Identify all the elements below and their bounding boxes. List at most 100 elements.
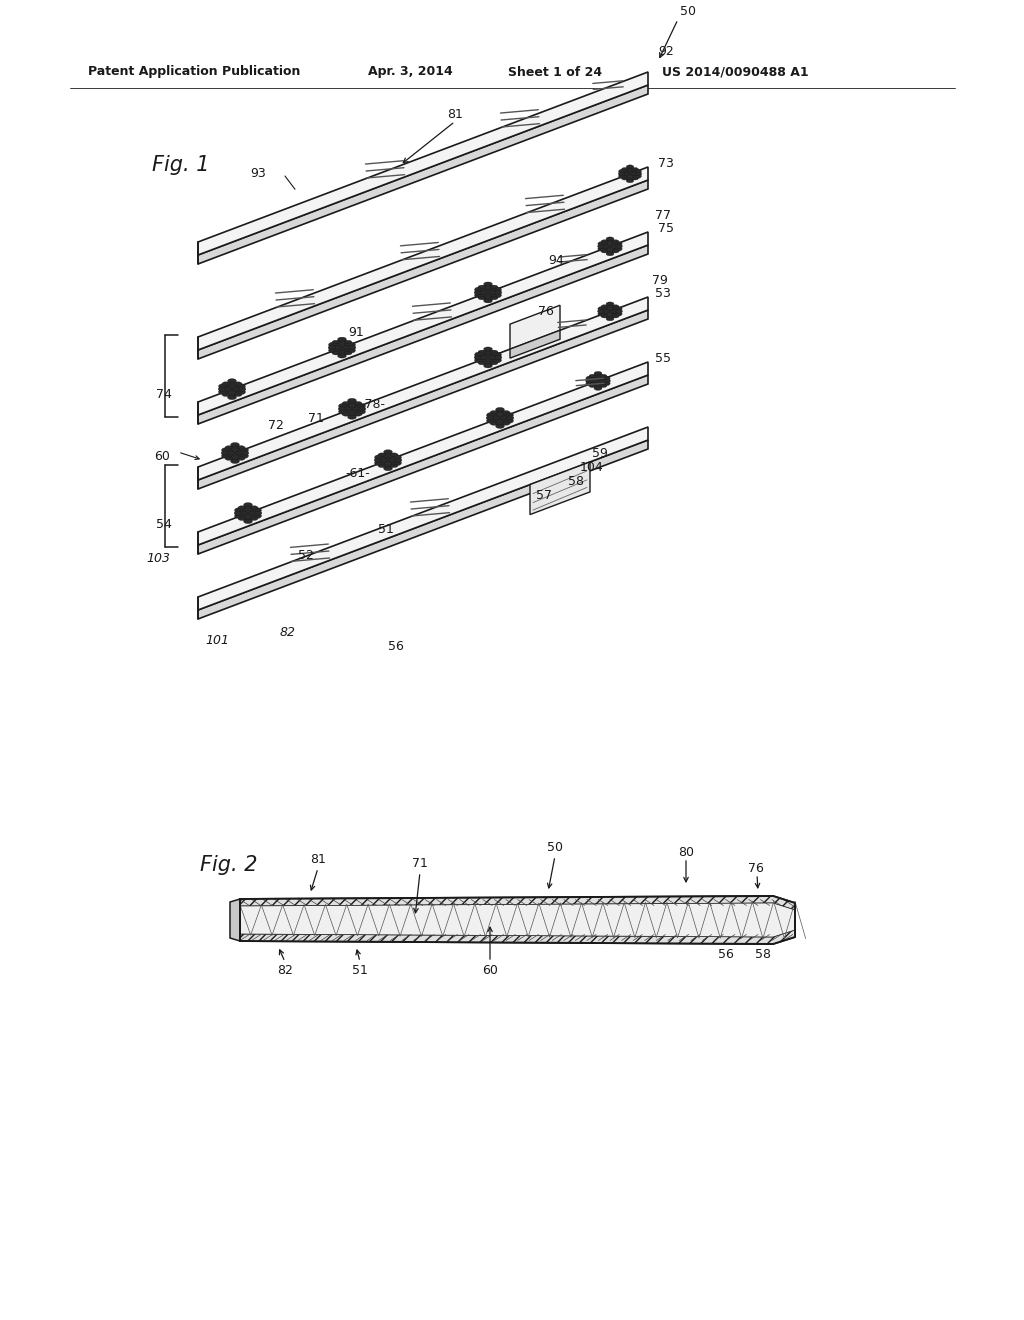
Ellipse shape <box>338 407 346 411</box>
Ellipse shape <box>347 399 356 403</box>
Ellipse shape <box>612 305 618 308</box>
Ellipse shape <box>339 409 349 414</box>
Ellipse shape <box>598 309 604 313</box>
Ellipse shape <box>375 454 385 461</box>
Ellipse shape <box>328 346 336 350</box>
Ellipse shape <box>474 286 485 293</box>
Polygon shape <box>198 440 648 619</box>
Ellipse shape <box>612 312 623 317</box>
Ellipse shape <box>239 387 246 391</box>
Ellipse shape <box>495 290 502 294</box>
Ellipse shape <box>605 314 615 318</box>
Ellipse shape <box>388 458 397 462</box>
Text: 55: 55 <box>655 351 671 364</box>
Polygon shape <box>198 246 648 424</box>
Text: Patent Application Publication: Patent Application Publication <box>88 66 300 78</box>
Polygon shape <box>198 362 648 545</box>
Ellipse shape <box>606 252 614 256</box>
Polygon shape <box>198 73 648 255</box>
Polygon shape <box>510 330 560 358</box>
Ellipse shape <box>384 450 392 454</box>
Text: 76: 76 <box>538 305 554 318</box>
Ellipse shape <box>346 412 357 417</box>
Ellipse shape <box>230 442 240 446</box>
Ellipse shape <box>239 506 246 510</box>
Ellipse shape <box>379 458 387 462</box>
Polygon shape <box>240 896 795 909</box>
Ellipse shape <box>626 177 635 181</box>
Ellipse shape <box>225 446 232 449</box>
Ellipse shape <box>605 239 615 243</box>
Text: 52: 52 <box>298 549 314 562</box>
Ellipse shape <box>493 414 508 421</box>
Ellipse shape <box>480 354 496 360</box>
Text: 57: 57 <box>536 488 552 502</box>
Ellipse shape <box>502 422 510 425</box>
Ellipse shape <box>474 358 485 363</box>
Ellipse shape <box>591 378 605 384</box>
Text: 80: 80 <box>678 846 694 858</box>
Ellipse shape <box>224 385 240 392</box>
Text: 103: 103 <box>146 553 170 565</box>
Ellipse shape <box>236 451 245 455</box>
Text: US 2014/0090488 A1: US 2014/0090488 A1 <box>662 66 809 78</box>
Ellipse shape <box>354 413 361 416</box>
Ellipse shape <box>632 174 641 178</box>
Ellipse shape <box>338 354 346 358</box>
Text: 82: 82 <box>278 964 293 977</box>
Ellipse shape <box>250 517 258 520</box>
Polygon shape <box>230 899 240 941</box>
Ellipse shape <box>238 446 245 449</box>
Text: 58: 58 <box>755 948 771 961</box>
Ellipse shape <box>635 172 642 176</box>
Text: 50: 50 <box>547 841 563 854</box>
Ellipse shape <box>593 374 603 378</box>
Polygon shape <box>240 931 795 944</box>
Ellipse shape <box>383 453 393 457</box>
Ellipse shape <box>612 249 618 253</box>
Ellipse shape <box>589 375 596 378</box>
Ellipse shape <box>234 393 242 396</box>
Ellipse shape <box>344 351 352 355</box>
Ellipse shape <box>474 355 482 359</box>
Ellipse shape <box>234 384 246 389</box>
Ellipse shape <box>225 457 232 461</box>
Ellipse shape <box>490 293 502 298</box>
Ellipse shape <box>598 312 608 317</box>
Ellipse shape <box>586 376 596 381</box>
Ellipse shape <box>632 169 641 174</box>
Ellipse shape <box>483 364 493 368</box>
Ellipse shape <box>599 379 606 383</box>
Polygon shape <box>198 375 648 554</box>
Text: 75: 75 <box>658 222 674 235</box>
Text: 59: 59 <box>592 447 608 459</box>
Ellipse shape <box>610 309 618 313</box>
Ellipse shape <box>344 341 352 343</box>
Ellipse shape <box>229 457 241 461</box>
Ellipse shape <box>333 346 341 350</box>
Text: 58: 58 <box>568 475 584 488</box>
Ellipse shape <box>482 350 494 354</box>
Ellipse shape <box>490 296 498 300</box>
Ellipse shape <box>486 412 498 418</box>
Ellipse shape <box>390 454 401 461</box>
Ellipse shape <box>601 315 608 318</box>
Ellipse shape <box>612 242 623 247</box>
Ellipse shape <box>488 290 498 294</box>
Ellipse shape <box>610 244 618 248</box>
Text: 51: 51 <box>378 523 394 536</box>
Ellipse shape <box>600 375 607 378</box>
Ellipse shape <box>586 379 593 383</box>
Ellipse shape <box>390 461 401 466</box>
Text: 77: 77 <box>655 209 671 222</box>
Ellipse shape <box>503 418 513 424</box>
Ellipse shape <box>238 457 245 461</box>
Text: 81: 81 <box>447 108 463 121</box>
Text: Apr. 3, 2014: Apr. 3, 2014 <box>368 66 453 78</box>
Ellipse shape <box>601 305 608 308</box>
Polygon shape <box>198 84 648 264</box>
Ellipse shape <box>624 170 637 177</box>
Ellipse shape <box>606 317 614 321</box>
Ellipse shape <box>502 411 510 414</box>
Text: 101: 101 <box>205 635 229 648</box>
